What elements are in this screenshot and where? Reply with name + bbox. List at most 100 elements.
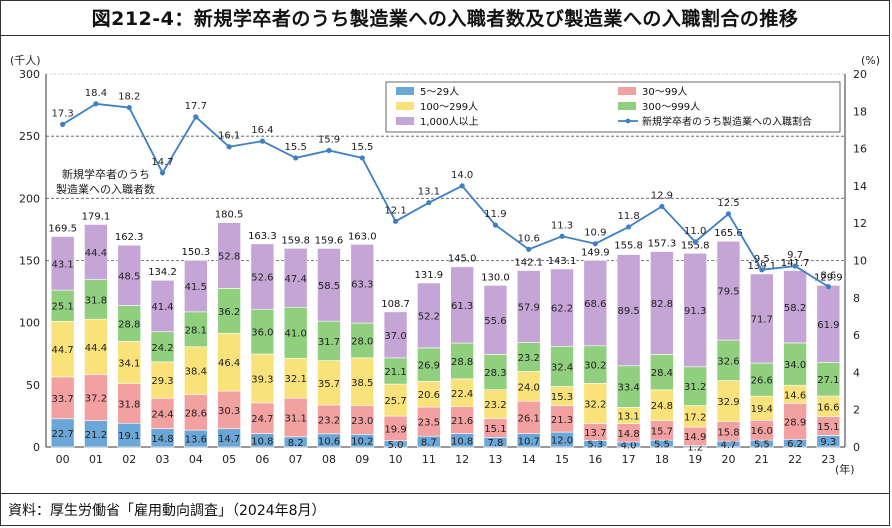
- ratio-point: [193, 114, 199, 120]
- segment-value-label: 1.2: [687, 442, 703, 453]
- x-tick-label: 20: [721, 453, 735, 466]
- ratio-value-label: 14.0: [451, 170, 473, 181]
- segment-value-label: 14.9: [684, 432, 706, 443]
- legend-swatch: [396, 117, 414, 125]
- bar-total-label: 169.5: [48, 223, 77, 234]
- ratio-value-label: 9.7: [787, 250, 803, 261]
- x-tick-label: 03: [156, 453, 170, 466]
- segment-value-label: 17.2: [684, 412, 706, 423]
- ratio-value-label: 12.5: [717, 198, 739, 209]
- legend-label: 30～99人: [642, 86, 687, 98]
- ratio-point: [592, 241, 598, 247]
- ratio-point: [259, 138, 265, 144]
- segment-value-label: 13.6: [185, 435, 207, 446]
- bar-segment: [250, 243, 275, 310]
- x-tick-label: 12: [455, 453, 469, 466]
- bar-total-label: 163.3: [248, 231, 277, 242]
- segment-value-label: 26.9: [418, 361, 440, 372]
- bar-total-label: 163.0: [348, 231, 377, 242]
- bar-total-label: 143.1: [548, 256, 577, 267]
- bar-total-label: 134.2: [148, 267, 177, 278]
- left-tick-label: 250: [19, 130, 40, 143]
- segment-value-label: 32.9: [717, 397, 739, 408]
- ratio-point: [526, 246, 532, 252]
- ratio-point: [759, 267, 765, 273]
- ratio-line: [62, 102, 829, 288]
- right-tick-label: 12: [853, 217, 867, 230]
- x-tick-label: 18: [655, 453, 669, 466]
- segment-value-label: 32.1: [285, 374, 307, 385]
- right-tick-label: 8: [853, 292, 860, 305]
- segment-value-label: 28.1: [185, 325, 207, 336]
- segment-value-label: 43.1: [52, 259, 74, 270]
- segment-value-label: 28.4: [651, 368, 673, 379]
- bar-segment: [283, 248, 308, 308]
- right-tick-label: 20: [853, 68, 867, 81]
- segment-value-label: 28.6: [185, 408, 207, 419]
- bar-segment: [483, 285, 508, 355]
- bar-total-label: 150.3: [181, 247, 210, 258]
- segment-value-label: 57.9: [518, 303, 540, 314]
- ratio-point: [226, 144, 232, 150]
- ratio-value-label: 14.7: [151, 157, 173, 168]
- segment-value-label: 89.5: [617, 306, 639, 317]
- segment-value-label: 7.8: [487, 438, 503, 449]
- segment-value-label: 15.8: [717, 427, 739, 438]
- ratio-point: [725, 211, 732, 217]
- segment-value-label: 31.8: [118, 399, 140, 410]
- ratio-point: [459, 183, 465, 189]
- bar-total-label: 155.8: [614, 240, 643, 251]
- segment-value-label: 25.1: [52, 302, 74, 313]
- segment-value-label: 35.7: [318, 379, 340, 390]
- ratio-point: [392, 218, 399, 224]
- right-tick-label: 4: [853, 366, 860, 379]
- segment-value-label: 19.9: [384, 424, 406, 435]
- segment-value-label: 22.7: [52, 429, 74, 440]
- segment-value-label: 91.3: [684, 306, 706, 317]
- segment-value-label: 21.2: [85, 430, 107, 441]
- x-tick-label: 02: [122, 453, 136, 466]
- segment-value-label: 5.5: [754, 440, 770, 451]
- segment-value-label: 38.4: [185, 367, 207, 378]
- left-tick-label: 50: [26, 379, 40, 392]
- segment-value-label: 46.4: [218, 358, 240, 369]
- segment-value-label: 30.3: [218, 406, 240, 417]
- left-tick-label: 150: [19, 255, 40, 268]
- ratio-value-label: 16.4: [251, 125, 273, 136]
- ratio-value-label: 12.1: [384, 205, 406, 216]
- segment-value-label: 31.2: [684, 382, 706, 393]
- right-tick-label: 10: [853, 255, 867, 268]
- segment-value-label: 36.0: [251, 328, 273, 339]
- ratio-point: [60, 121, 66, 127]
- segment-value-label: 33.7: [52, 394, 74, 405]
- bar-total-label: 179.1: [82, 211, 111, 222]
- ratio-value-label: 9.5: [754, 254, 770, 265]
- bar-segment: [683, 252, 707, 368]
- segment-value-label: 21.1: [384, 367, 406, 378]
- ratio-value-label: 11.8: [617, 211, 639, 222]
- segment-value-label: 63.3: [351, 280, 373, 291]
- right-tick-label: 16: [853, 143, 867, 156]
- segment-value-label: 24.2: [151, 343, 173, 354]
- segment-value-label: 79.5: [717, 287, 739, 298]
- annotation-line-1: 新規学卒者のうち: [62, 167, 150, 181]
- chart-plot: 05010015020025030002468101214161820(千人)(…: [10, 54, 880, 476]
- segment-value-label: 28.8: [451, 357, 473, 368]
- legend-line-marker: [625, 118, 631, 124]
- segment-value-label: 10.2: [351, 437, 373, 448]
- x-tick-label: 11: [422, 453, 436, 466]
- segment-value-label: 24.0: [518, 382, 540, 393]
- segment-value-label: 62.2: [551, 304, 573, 315]
- segment-value-label: 14.8: [617, 429, 639, 440]
- segment-value-label: 32.2: [584, 399, 606, 410]
- segment-value-label: 5.5: [654, 440, 670, 451]
- segment-value-label: 23.0: [351, 416, 373, 427]
- segment-value-label: 24.8: [651, 401, 673, 412]
- ratio-value-label: 8.6: [820, 271, 836, 282]
- segment-value-label: 8.2: [288, 438, 304, 449]
- ratio-point: [293, 155, 299, 161]
- bar-total-label: 159.8: [281, 235, 310, 246]
- ratio-value-label: 11.9: [484, 209, 506, 220]
- ratio-value-label: 15.5: [285, 142, 307, 153]
- ratio-point: [326, 147, 332, 154]
